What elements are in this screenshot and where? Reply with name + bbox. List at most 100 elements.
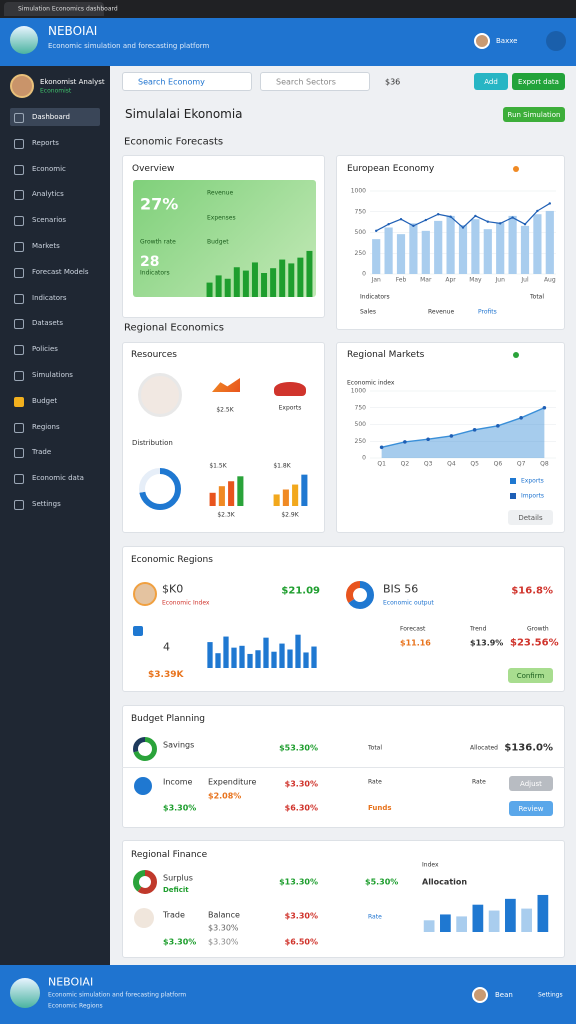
y-tick-label: 500 [355,229,367,236]
search-input[interactable] [260,72,370,91]
run-button[interactable]: Run Simulation [503,107,565,122]
row-value: $6.50% [284,937,318,947]
adjust-button[interactable]: Adjust [509,776,553,791]
point [449,434,454,438]
profile-name: Ekonomist Analyst [40,78,105,86]
search-button[interactable] [546,31,566,51]
nav-item[interactable]: Policies [10,340,100,358]
bar [292,484,299,506]
bar [231,647,237,668]
search-input[interactable] [122,72,252,91]
bar-label: $2.3K [217,511,235,519]
review-button[interactable]: Review [509,801,553,816]
x-tick-label: Q5 [470,461,479,468]
currency-select[interactable]: $36 [385,77,401,87]
nav-item[interactable]: Simulations [10,366,100,384]
column-label: Growth [527,625,549,633]
nav-item[interactable]: Analytics [10,185,100,203]
bar [228,481,235,506]
x-tick-label: Apr [445,277,456,284]
bar [458,225,468,274]
row-sub: Expenditure [208,777,257,787]
finance-chart [423,894,549,932]
legend-label: Sales [360,308,376,316]
nav-item[interactable]: Trade [10,443,100,461]
y-tick-label: 250 [355,438,367,445]
y-tick-label: 0 [362,271,366,278]
bar [209,492,216,506]
export-button[interactable]: Export data [512,73,565,90]
bar [270,268,277,297]
bar [384,227,393,274]
line-point [474,214,477,218]
nav-item[interactable]: Datasets [10,314,100,332]
line-point [548,202,551,205]
divider [122,767,565,768]
nav-item[interactable]: Reports [10,134,100,152]
confirm-button[interactable]: Confirm [508,668,553,683]
row-sub: Deficit [163,886,189,894]
nav-item[interactable]: Economic [10,160,100,178]
bar [242,270,249,297]
column-label: Forecast [400,625,426,633]
bar [472,904,484,932]
details-button[interactable]: Details [508,510,553,525]
profile-avatar [10,74,34,98]
axis-title: Economic index [347,379,395,387]
search-placeholder: Search Sectors [276,77,336,87]
add-button[interactable]: Add [474,73,508,90]
nav-item[interactable]: Regions [10,418,100,436]
region-label: Economic Index [162,599,210,607]
chart-label: Allocation [422,877,468,887]
row-value: $3.30% [208,923,239,933]
line-point [387,223,390,226]
card-title: Overview [132,164,175,174]
card-title: Budget Planning [131,714,205,724]
budget-pie [133,737,157,761]
row-value: $13.30% [279,877,318,887]
point [496,424,500,428]
point [379,445,384,450]
bar [471,219,480,274]
nav-item[interactable]: Markets [10,237,100,255]
row-value: $3.30% [284,911,318,921]
nav-item[interactable]: Scenarios [10,211,100,229]
pie-segment [133,737,157,761]
bar-label: $1.8K [273,462,291,470]
bar [288,263,295,297]
search-placeholder: Search Economy [138,77,205,87]
bar-label: $2.9K [281,511,299,519]
nav-item[interactable]: Indicators [10,289,100,307]
avatar[interactable] [474,33,490,49]
icon-label: Exports [278,404,302,412]
y-tick-label: 1000 [351,188,366,195]
legend-label: Total [530,293,545,301]
user-name[interactable]: Baxxe [496,37,518,45]
bar [223,636,229,668]
region-change: $16.8% [511,585,553,597]
footer-user[interactable]: Bean [495,991,513,999]
section-title: Regional Economics [124,322,224,334]
point [519,416,523,420]
nav-item[interactable]: Economic data [10,469,100,487]
nav-item[interactable]: Budget [10,392,100,410]
nav-item[interactable]: Settings [10,495,100,513]
region-icon [133,626,143,636]
footer-settings[interactable]: Settings [538,991,563,999]
line-point [461,226,465,229]
row-sub: Balance [208,910,240,920]
markets-card [336,342,565,533]
nav-item[interactable]: Dashboard [10,108,100,126]
region-pie [346,581,374,609]
legend-label: Revenue [428,308,455,316]
line-point [437,213,440,216]
browser-tab[interactable] [4,2,104,16]
pie-segment [346,581,374,609]
y-tick-label: 750 [355,208,367,215]
bar [215,275,222,297]
line-point [449,215,452,218]
nav-item[interactable]: Forecast Models [10,263,100,281]
row-value: $3.30% [284,779,318,789]
regions-chart [207,634,317,668]
